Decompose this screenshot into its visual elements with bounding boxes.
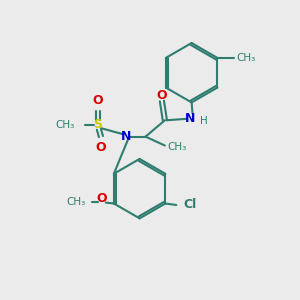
Text: CH₃: CH₃ — [237, 53, 256, 63]
Text: CH₃: CH₃ — [55, 120, 74, 130]
Text: N: N — [185, 112, 195, 125]
Text: Cl: Cl — [183, 199, 196, 212]
Text: CH₃: CH₃ — [168, 142, 187, 152]
Text: CH₃: CH₃ — [66, 197, 85, 207]
Text: O: O — [93, 94, 103, 107]
Text: S: S — [94, 118, 103, 131]
Text: N: N — [121, 130, 131, 143]
Text: H: H — [200, 116, 207, 126]
Text: O: O — [157, 88, 167, 101]
Text: O: O — [96, 192, 107, 205]
Text: O: O — [96, 140, 106, 154]
